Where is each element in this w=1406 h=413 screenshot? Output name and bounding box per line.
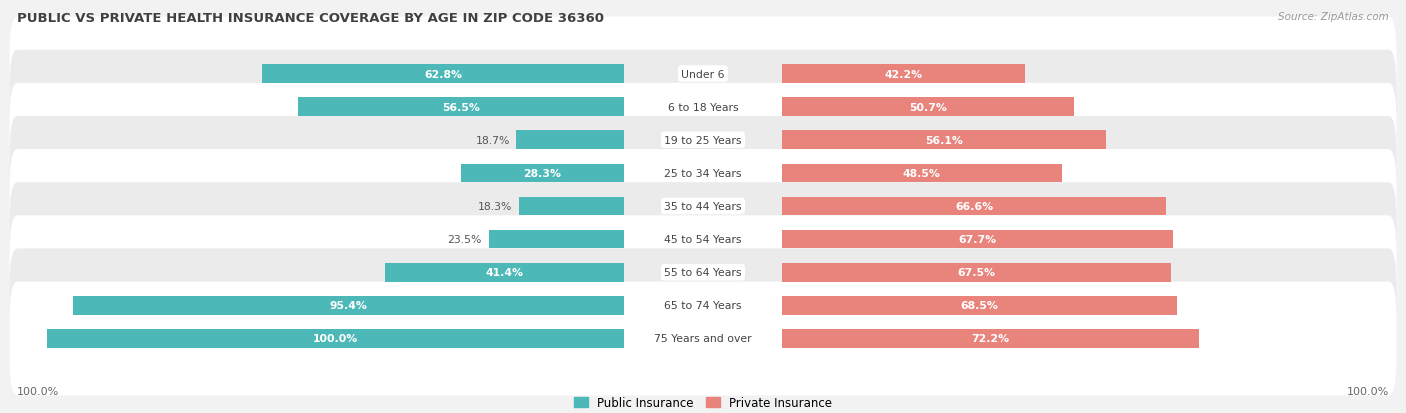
- Text: 45 to 54 Years: 45 to 54 Years: [664, 235, 742, 244]
- Bar: [782, 164, 1062, 183]
- Text: 67.7%: 67.7%: [957, 235, 997, 244]
- Text: 28.3%: 28.3%: [523, 169, 561, 178]
- Text: 62.8%: 62.8%: [425, 69, 463, 79]
- Legend: Public Insurance, Private Insurance: Public Insurance, Private Insurance: [569, 392, 837, 413]
- Bar: [782, 230, 1173, 249]
- Bar: [519, 197, 624, 216]
- Bar: [782, 297, 1177, 315]
- FancyBboxPatch shape: [10, 51, 1396, 164]
- Text: 56.1%: 56.1%: [925, 135, 963, 145]
- Text: 66.6%: 66.6%: [955, 202, 993, 211]
- Bar: [298, 98, 624, 116]
- Text: 95.4%: 95.4%: [330, 301, 368, 311]
- FancyBboxPatch shape: [10, 216, 1396, 329]
- Text: PUBLIC VS PRIVATE HEALTH INSURANCE COVERAGE BY AGE IN ZIP CODE 36360: PUBLIC VS PRIVATE HEALTH INSURANCE COVER…: [17, 12, 603, 25]
- Text: 19 to 25 Years: 19 to 25 Years: [664, 135, 742, 145]
- Text: 100.0%: 100.0%: [1347, 387, 1389, 396]
- Text: 67.5%: 67.5%: [957, 268, 995, 278]
- Bar: [488, 230, 624, 249]
- FancyBboxPatch shape: [10, 117, 1396, 230]
- Text: 18.7%: 18.7%: [475, 135, 510, 145]
- Text: 42.2%: 42.2%: [884, 69, 922, 79]
- Text: 75 Years and over: 75 Years and over: [654, 334, 752, 344]
- Text: 25 to 34 Years: 25 to 34 Years: [664, 169, 742, 178]
- Bar: [73, 297, 624, 315]
- Bar: [782, 98, 1074, 116]
- Bar: [461, 164, 624, 183]
- Text: 100.0%: 100.0%: [17, 387, 59, 396]
- Text: 100.0%: 100.0%: [314, 334, 359, 344]
- Text: 65 to 74 Years: 65 to 74 Years: [664, 301, 742, 311]
- Text: 23.5%: 23.5%: [447, 235, 482, 244]
- FancyBboxPatch shape: [10, 282, 1396, 395]
- Bar: [782, 131, 1105, 150]
- Bar: [46, 330, 624, 348]
- Text: 56.5%: 56.5%: [443, 102, 479, 112]
- FancyBboxPatch shape: [10, 84, 1396, 197]
- Bar: [782, 197, 1167, 216]
- Text: Source: ZipAtlas.com: Source: ZipAtlas.com: [1278, 12, 1389, 22]
- Text: 41.4%: 41.4%: [485, 268, 524, 278]
- Bar: [516, 131, 624, 150]
- Text: 68.5%: 68.5%: [960, 301, 998, 311]
- Bar: [782, 263, 1171, 282]
- FancyBboxPatch shape: [10, 150, 1396, 263]
- Text: 48.5%: 48.5%: [903, 169, 941, 178]
- FancyBboxPatch shape: [10, 183, 1396, 296]
- FancyBboxPatch shape: [10, 249, 1396, 362]
- Text: 55 to 64 Years: 55 to 64 Years: [664, 268, 742, 278]
- Text: Under 6: Under 6: [682, 69, 724, 79]
- FancyBboxPatch shape: [10, 18, 1396, 131]
- Text: 6 to 18 Years: 6 to 18 Years: [668, 102, 738, 112]
- Text: 18.3%: 18.3%: [478, 202, 512, 211]
- Bar: [262, 65, 624, 83]
- Bar: [385, 263, 624, 282]
- Text: 72.2%: 72.2%: [972, 334, 1010, 344]
- Bar: [782, 65, 1025, 83]
- Text: 50.7%: 50.7%: [910, 102, 948, 112]
- Text: 35 to 44 Years: 35 to 44 Years: [664, 202, 742, 211]
- Bar: [782, 330, 1199, 348]
